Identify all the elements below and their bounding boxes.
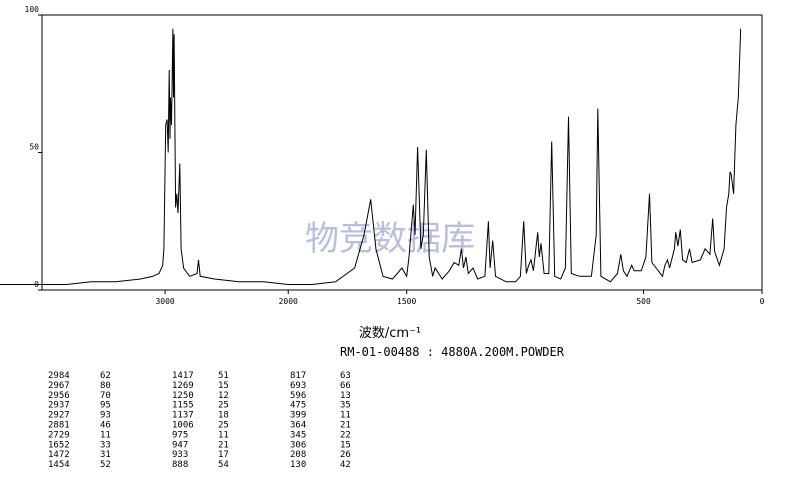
x-tick-label: 0	[760, 297, 765, 306]
peak-wavenumber: 1250	[172, 391, 194, 401]
x-tick-label: 2000	[279, 297, 298, 306]
peak-wavenumber: 888	[172, 460, 188, 470]
peak-intensity: 46	[100, 421, 111, 431]
peak-intensity: 66	[340, 381, 351, 391]
sample-label: RM-01-00488 : 4880A.200M.POWDER	[340, 345, 565, 359]
peak-wavenumber: 596	[290, 391, 306, 401]
x-tick-label: 3000	[155, 297, 174, 306]
peak-intensity: 93	[100, 411, 111, 421]
peak-wavenumber: 947	[172, 440, 188, 450]
peak-intensity: 22	[340, 430, 351, 440]
peak-wavenumber: 2937	[48, 401, 70, 411]
peak-intensity: 95	[100, 401, 111, 411]
peak-intensity: 12	[218, 391, 229, 401]
peak-wavenumber: 399	[290, 411, 306, 421]
peak-wavenumber: 2927	[48, 411, 70, 421]
peak-intensity: 11	[100, 430, 111, 440]
peak-intensity: 54	[218, 460, 229, 470]
peak-wavenumber: 364	[290, 421, 306, 431]
peak-wavenumber: 2881	[48, 421, 70, 431]
peak-wavenumber: 693	[290, 381, 306, 391]
peak-intensity: 80	[100, 381, 111, 391]
peak-wavenumber: 933	[172, 450, 188, 460]
peak-wavenumber: 975	[172, 430, 188, 440]
peak-wavenumber: 1006	[172, 421, 194, 431]
peak-wavenumber: 2729	[48, 430, 70, 440]
peak-wavenumber: 817	[290, 371, 306, 381]
peak-intensity: 13	[340, 391, 351, 401]
peak-intensity: 70	[100, 391, 111, 401]
spectrum-line	[0, 28, 742, 285]
peak-intensity: 63	[340, 371, 351, 381]
peak-intensity: 35	[340, 401, 351, 411]
y-tick-label: 50	[29, 143, 39, 152]
watermark: 物竞数据库	[305, 219, 475, 259]
peak-intensity: 25	[218, 421, 229, 431]
peak-wavenumber: 1652	[48, 440, 70, 450]
peak-intensity: 18	[218, 411, 229, 421]
peak-intensity: 21	[218, 440, 229, 450]
peak-wavenumber: 1472	[48, 450, 70, 460]
peak-intensity: 15	[218, 381, 229, 391]
peak-wavenumber: 1417	[172, 371, 194, 381]
peak-wavenumber: 130	[290, 460, 306, 470]
y-tick-label: 100	[25, 5, 40, 14]
peak-intensity: 26	[340, 450, 351, 460]
peak-intensity: 31	[100, 450, 111, 460]
x-tick-label: 500	[636, 297, 651, 306]
peak-wavenumber: 1269	[172, 381, 194, 391]
peak-intensity: 33	[100, 440, 111, 450]
peak-wavenumber: 2967	[48, 381, 70, 391]
peak-intensity: 11	[218, 430, 229, 440]
peak-wavenumber: 2956	[48, 391, 70, 401]
peak-intensity: 21	[340, 421, 351, 431]
peak-wavenumber: 1137	[172, 411, 194, 421]
peak-wavenumber: 345	[290, 430, 306, 440]
peak-intensity: 52	[100, 460, 111, 470]
x-axis-label: 波数/cm⁻¹	[359, 326, 421, 341]
peak-wavenumber: 306	[290, 440, 306, 450]
peak-intensity: 42	[340, 460, 351, 470]
peak-intensity: 51	[218, 371, 229, 381]
peak-intensity: 25	[218, 401, 229, 411]
peak-wavenumber: 1454	[48, 460, 70, 470]
peak-wavenumber: 2984	[48, 371, 70, 381]
peak-wavenumber: 1155	[172, 401, 194, 411]
peak-intensity: 15	[340, 440, 351, 450]
peak-intensity: 17	[218, 450, 229, 460]
x-tick-label: 1500	[397, 297, 416, 306]
peak-wavenumber: 208	[290, 450, 306, 460]
peak-wavenumber: 475	[290, 401, 306, 411]
peak-intensity: 62	[100, 371, 111, 381]
peak-intensity: 11	[340, 411, 351, 421]
